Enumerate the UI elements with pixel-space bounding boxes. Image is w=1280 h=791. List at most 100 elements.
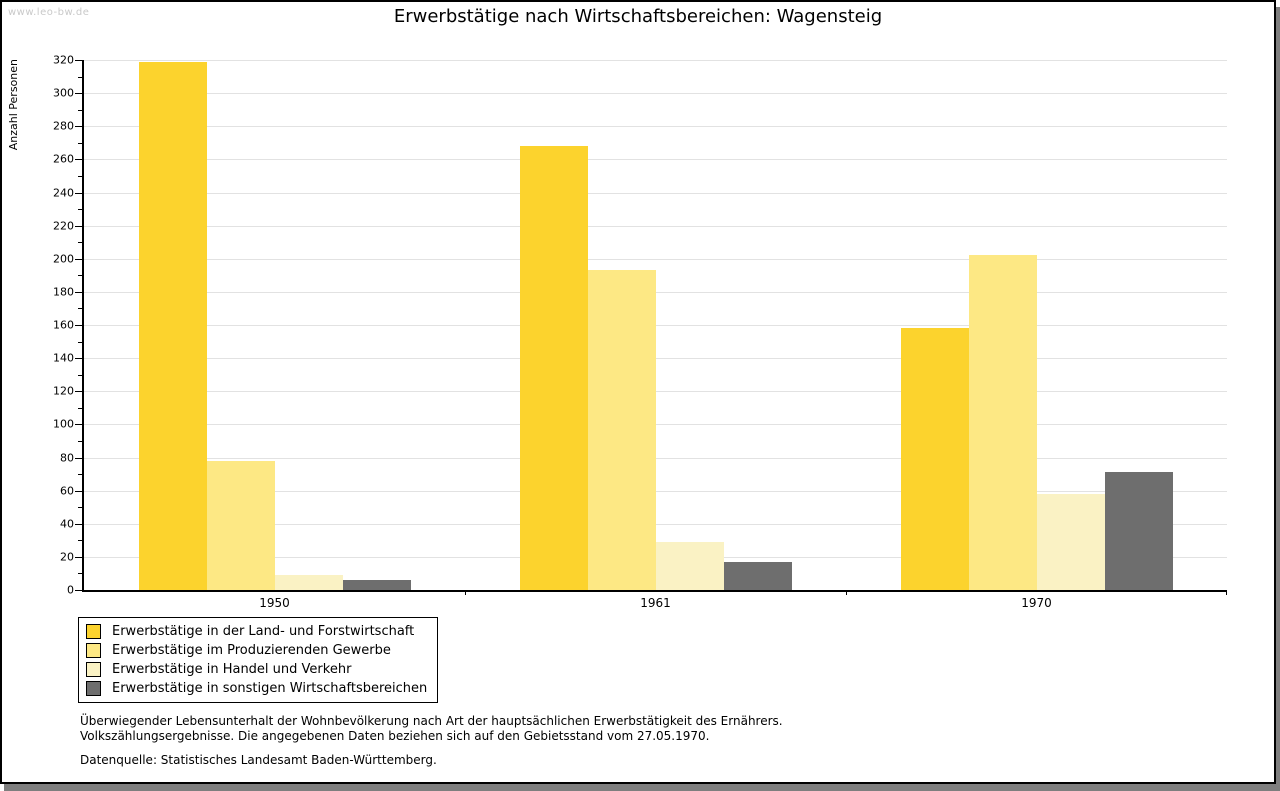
y-tick-minor: [78, 76, 82, 78]
legend-swatch: [86, 662, 101, 677]
y-tick-label: 40: [60, 517, 74, 531]
bar: [274, 575, 343, 590]
y-tick-major: [75, 258, 82, 260]
bar: [1104, 472, 1173, 590]
legend-row: Erwerbstätige in Handel und Verkehr: [86, 660, 427, 679]
footnote-line: Volkszählungsergebnisse. Die angegebenen…: [80, 729, 710, 743]
bar: [723, 561, 792, 590]
y-tick-minor: [78, 175, 82, 177]
x-category-label: 1961: [640, 596, 671, 610]
y-tick-major: [75, 159, 82, 161]
y-tick-major: [75, 225, 82, 227]
bar: [519, 146, 588, 590]
y-tick-minor: [78, 507, 82, 509]
bar: [206, 460, 275, 590]
bar: [655, 541, 724, 590]
footnote-line: Überwiegender Lebensunterhalt der Wohnbe…: [80, 714, 783, 728]
y-tick-minor: [78, 275, 82, 277]
y-tick-label: 120: [53, 384, 74, 398]
gridline: [84, 159, 1227, 161]
y-tick-minor: [78, 440, 82, 442]
y-tick-label: 200: [53, 252, 74, 266]
y-tick-major: [75, 325, 82, 326]
gridline: [84, 457, 1227, 459]
y-tick-label: 20: [60, 550, 74, 564]
y-tick-minor: [78, 474, 82, 476]
bar: [900, 328, 969, 590]
legend-label: Erwerbstätige im Produzierenden Gewerbe: [112, 643, 391, 658]
y-tick-minor: [78, 242, 82, 244]
bar: [138, 61, 207, 590]
legend-label: Erwerbstätige in sonstigen Wirtschaftsbe…: [112, 681, 428, 696]
legend-label: Erwerbstätige in der Land- und Forstwirt…: [112, 624, 415, 639]
x-tick: [1226, 590, 1227, 595]
y-tick-minor: [78, 540, 82, 542]
gridline: [84, 258, 1227, 260]
y-tick-major: [75, 93, 82, 95]
y-tick-minor: [78, 308, 82, 310]
gridline: [84, 291, 1227, 293]
y-tick-major: [75, 590, 82, 591]
gridline: [84, 424, 1227, 426]
legend-swatch: [86, 643, 101, 658]
y-tick-major: [75, 391, 82, 393]
y-tick-label: 140: [53, 351, 74, 365]
plot-area: 0 20 40 60 80 100 120 140 160 180 200 220 240 260 280 3…: [53, 55, 1227, 610]
gridline: [84, 192, 1227, 194]
y-tick-minor: [78, 209, 82, 211]
y-tick-major: [75, 291, 82, 293]
gridline: [84, 93, 1227, 95]
footnotes: Überwiegender Lebensunterhalt der Wohnbe…: [80, 714, 783, 744]
legend-label: Erwerbstätige in Handel und Verkehr: [112, 662, 352, 677]
x-tick: [465, 590, 466, 595]
bar: [968, 255, 1037, 590]
y-tick-major: [75, 60, 82, 61]
y-tick-minor: [78, 109, 82, 111]
x-category-label: 1970: [1021, 596, 1052, 610]
x-tick: [846, 590, 847, 595]
y-tick-minor: [78, 374, 82, 376]
gridline: [84, 225, 1227, 227]
y-tick-label: 100: [53, 417, 74, 431]
y-tick-major: [75, 457, 82, 459]
y-tick-label: 260: [53, 152, 74, 166]
y-tick-major: [75, 358, 82, 360]
y-tick-label: 300: [53, 86, 74, 100]
y-tick-label: 60: [60, 484, 74, 498]
watermark-text: www.leo-bw.de: [8, 7, 90, 18]
y-axis-label: Anzahl Personen: [7, 59, 20, 151]
x-category-label: 1950: [259, 596, 290, 610]
bar: [587, 270, 656, 590]
legend: Erwerbstätige in der Land- und Forstwirt…: [78, 617, 439, 703]
legend-row: Erwerbstätige in der Land- und Forstwirt…: [86, 622, 427, 641]
y-tick-label: 160: [53, 318, 74, 332]
y-tick-major: [75, 490, 82, 492]
gridline: [84, 490, 1227, 492]
chart-title: Erwerbstätige nach Wirtschaftsbereichen:…: [393, 6, 883, 27]
y-tick-label: 320: [53, 53, 74, 67]
y-tick-label: 240: [53, 186, 74, 199]
y-tick-major: [75, 556, 82, 558]
gridline: [84, 391, 1227, 393]
y-tick-label: 180: [53, 285, 74, 299]
bar: [1036, 493, 1105, 590]
y-tick-minor: [78, 407, 82, 409]
y-tick-major: [75, 424, 82, 426]
y-tick-major: [75, 523, 82, 525]
legend-swatch: [86, 624, 101, 639]
gridline: [84, 358, 1227, 360]
gridline: [84, 60, 1227, 61]
y-tick-minor: [78, 142, 82, 144]
gridline: [84, 126, 1227, 128]
legend-row: Erwerbstätige in sonstigen Wirtschaftsbe…: [86, 679, 427, 698]
datasource-line: Datenquelle: Statistisches Landesamt Bad…: [80, 753, 437, 767]
y-tick-major: [75, 126, 82, 128]
bar: [342, 580, 411, 590]
y-tick-label: 80: [60, 451, 74, 464]
y-tick-minor: [78, 573, 82, 575]
y-tick-label: 220: [53, 219, 74, 233]
y-tick-label: 280: [53, 119, 74, 133]
legend-swatch: [86, 681, 101, 696]
gridline: [84, 325, 1227, 326]
